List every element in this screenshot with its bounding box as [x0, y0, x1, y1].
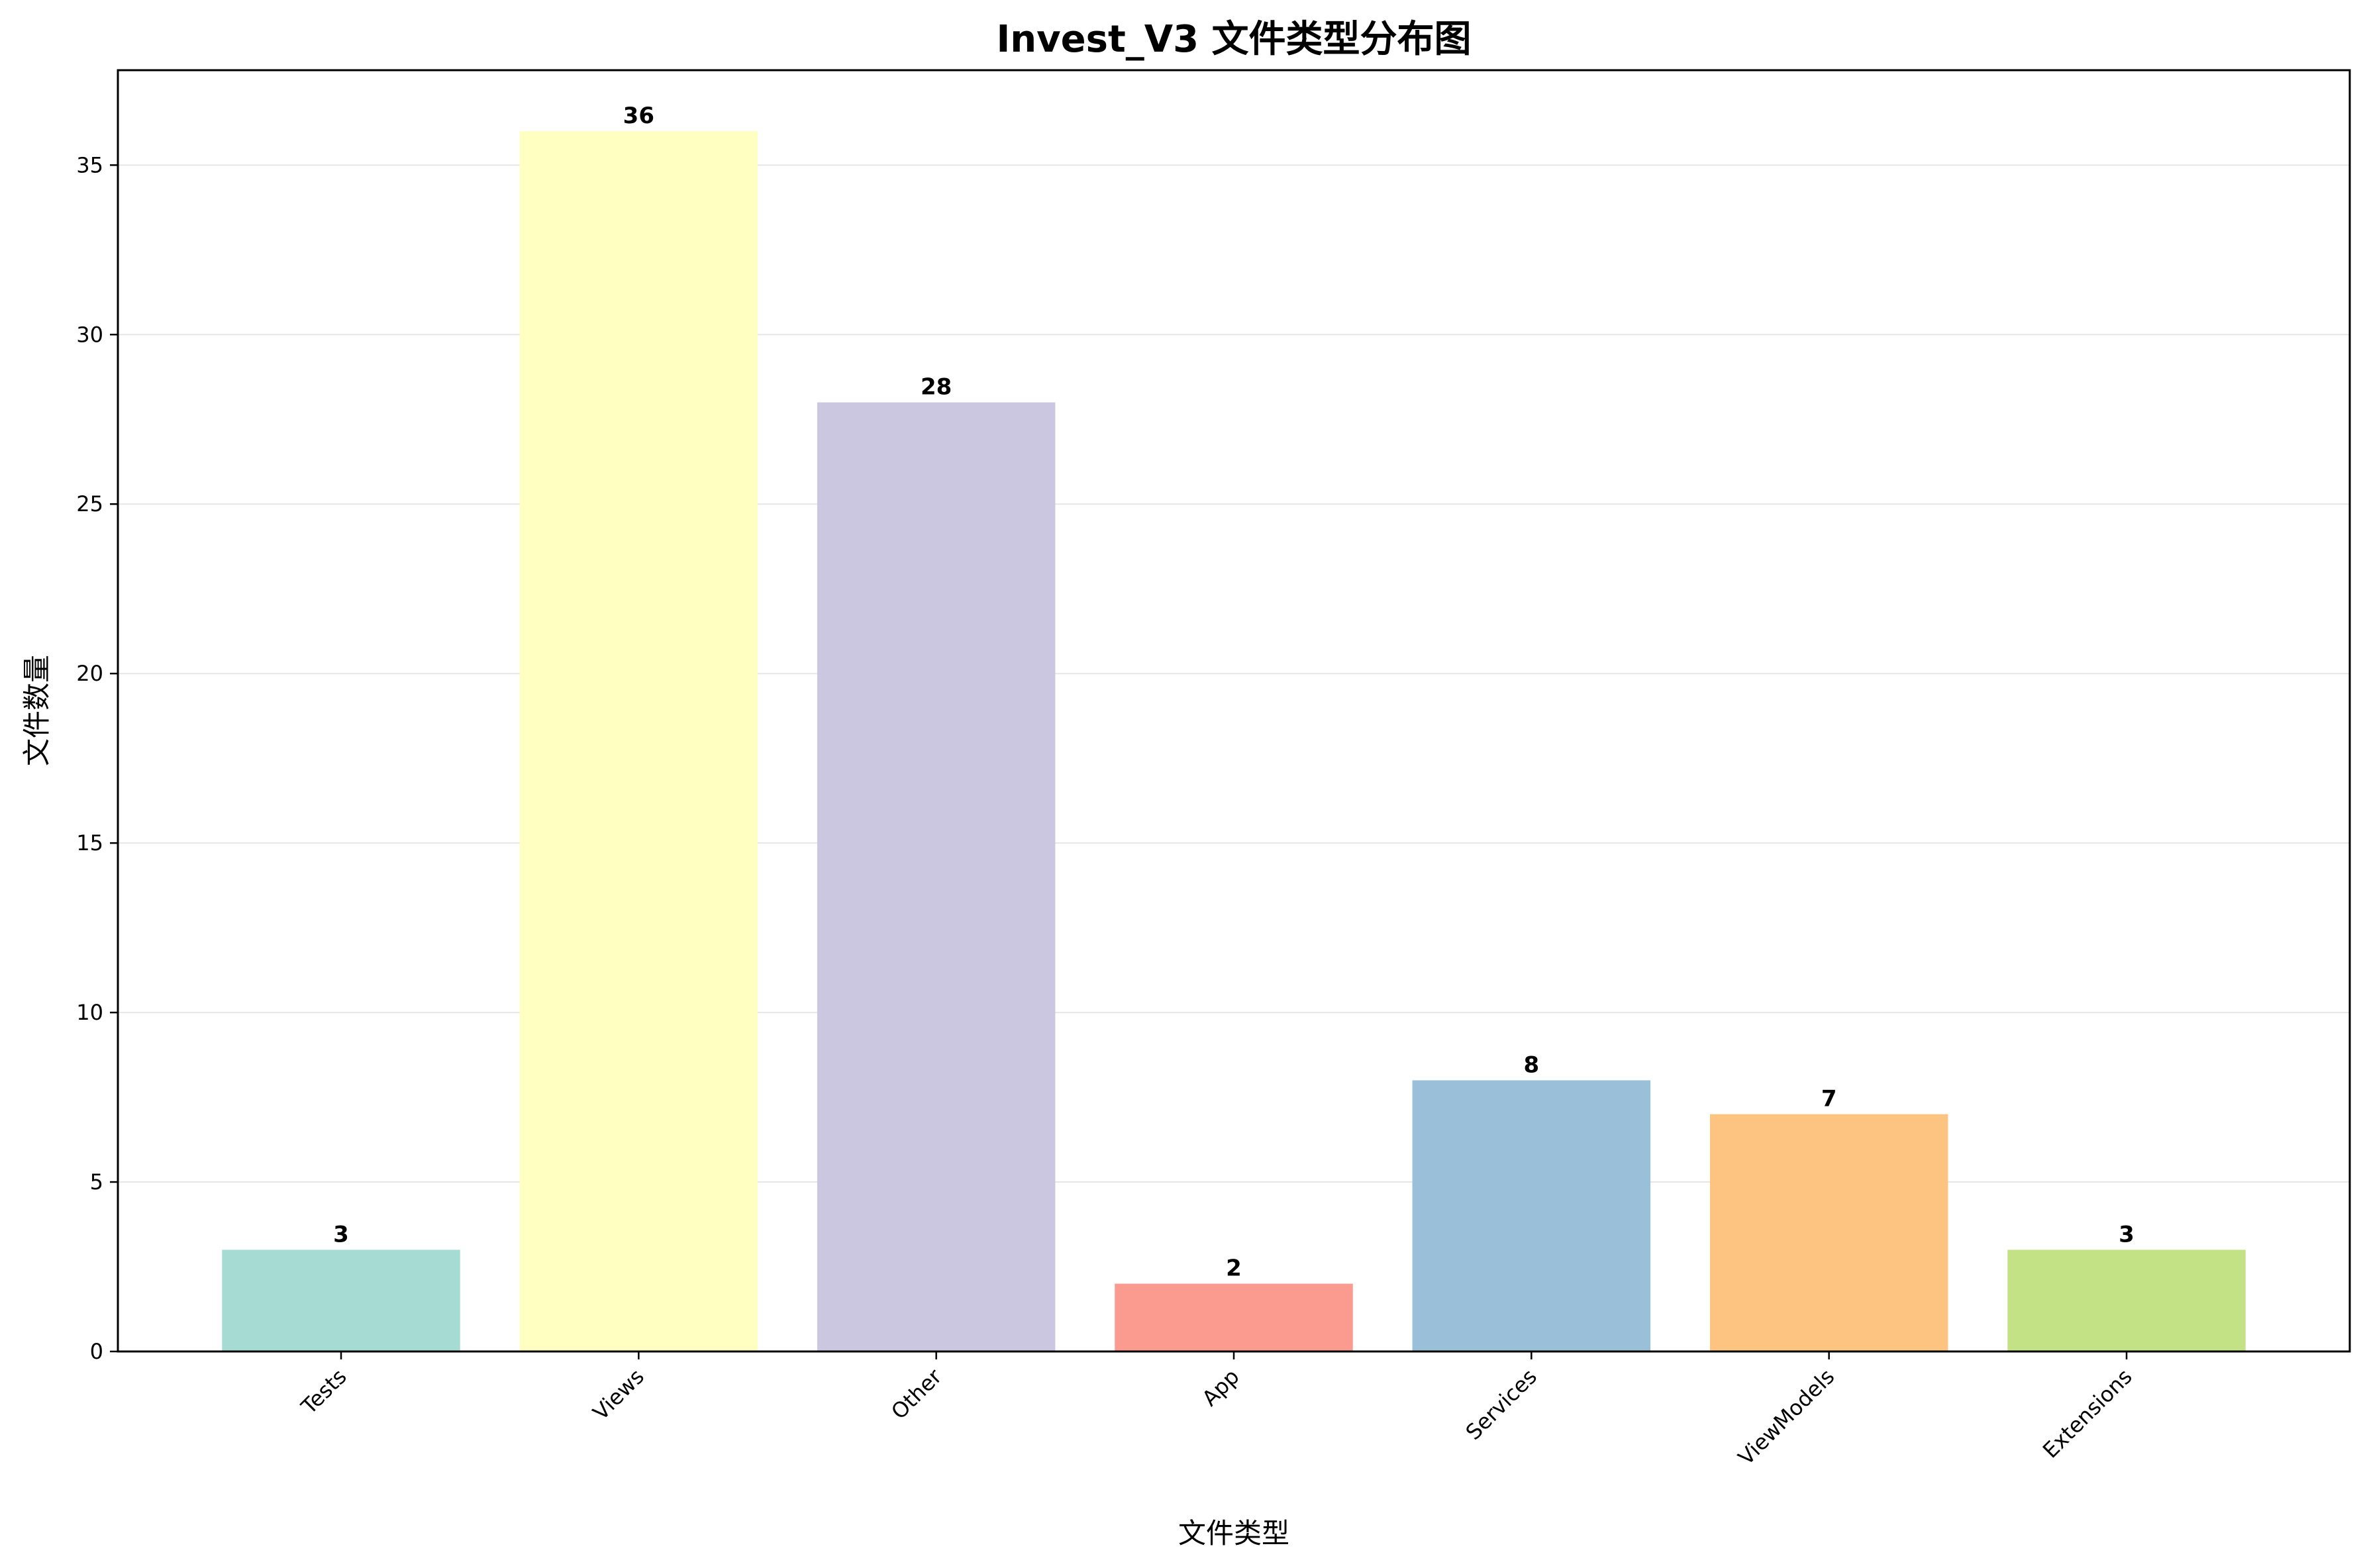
y-axis-title: 文件数量: [21, 655, 53, 766]
value-label-app: 2: [1226, 1255, 1242, 1282]
y-tick-label: 15: [76, 830, 103, 856]
y-tick-label: 0: [90, 1339, 103, 1364]
y-tick-label: 30: [76, 322, 103, 347]
y-tick-label: 25: [76, 491, 103, 516]
bar-viewmodels: [1709, 1114, 1948, 1351]
y-tick-label: 10: [76, 1000, 103, 1025]
x-tick-label-other: Other: [886, 1363, 947, 1424]
value-label-extensions: 3: [2119, 1221, 2135, 1248]
x-axis-title: 文件类型: [1178, 1517, 1289, 1549]
x-tick-label-services: Services: [1461, 1364, 1542, 1445]
bar-app: [1115, 1283, 1353, 1351]
y-tick-label: 35: [76, 152, 103, 177]
x-tick-label-viewmodels: ViewModels: [1733, 1364, 1839, 1470]
bars-group: [222, 131, 2246, 1352]
y-axis-ticks: 0 5 10 15 20 25 30 35: [76, 152, 118, 1364]
bar-tests: [222, 1250, 460, 1351]
y-tick-label: 5: [90, 1169, 103, 1195]
plot-frame: [117, 69, 2351, 1353]
grid-lines: [118, 164, 2350, 1183]
bar-services: [1412, 1080, 1651, 1351]
value-label-viewmodels: 7: [1821, 1086, 1837, 1112]
x-tick-label-extensions: Extensions: [2038, 1364, 2137, 1463]
x-tick-label-app: App: [1197, 1364, 1244, 1411]
x-tick-label-views: Views: [588, 1364, 649, 1425]
x-tick-label-tests: Tests: [296, 1364, 352, 1420]
x-axis-ticks: Tests Views Other App Services ViewModels Exte…: [296, 1351, 2137, 1470]
value-label-views: 36: [623, 103, 654, 129]
value-label-services: 8: [1523, 1052, 1539, 1078]
y-tick-label: 20: [76, 661, 103, 686]
chart-title: Invest_V3 文件类型分布图: [996, 18, 1471, 61]
bar-other: [817, 402, 1056, 1351]
value-label-other: 28: [921, 374, 952, 401]
bar-extensions: [2007, 1250, 2246, 1351]
value-label-tests: 3: [333, 1221, 349, 1248]
bar-views: [519, 131, 758, 1352]
